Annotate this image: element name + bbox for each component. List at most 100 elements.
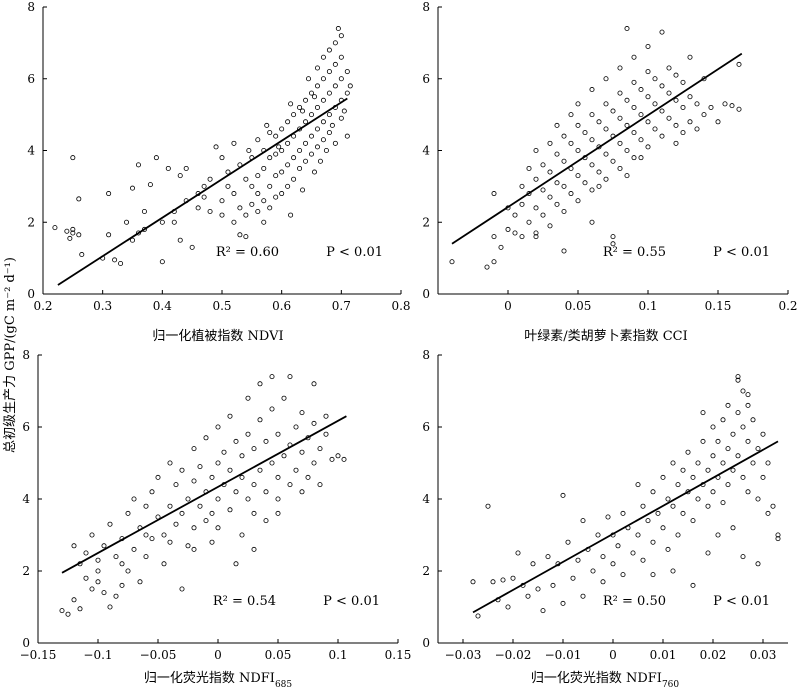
data-point-cci <box>561 158 567 164</box>
data-point-ndvi <box>237 232 243 238</box>
data-point-ndfi685 <box>239 532 245 538</box>
data-point-ndfi685 <box>269 374 275 380</box>
data-point-cci <box>673 72 679 78</box>
data-point-cci <box>659 29 665 35</box>
data-point-ndfi760 <box>560 492 566 498</box>
data-point-ndfi760 <box>745 489 751 495</box>
data-point-ndfi760 <box>540 608 546 614</box>
fit-line-ndfi685 <box>61 415 347 574</box>
y-tick-label-ndfi760: 4 <box>422 492 430 506</box>
data-point-ndfi760 <box>530 561 536 567</box>
data-point-ndvi <box>141 208 147 214</box>
data-point-cci <box>561 208 567 214</box>
data-point-cci <box>603 126 609 132</box>
data-point-ndfi685 <box>191 446 197 452</box>
data-point-ndvi <box>189 244 195 250</box>
data-point-ndvi <box>219 155 225 161</box>
data-point-cci <box>687 54 693 60</box>
data-point-ndfi685 <box>143 503 149 509</box>
x-tick-label-ndfi760: −0.02 <box>495 648 532 662</box>
chart-ndfi685: 归一化荧光指数 NDFI685 −0.15 −0.1 −0.05 0 0.05 0.1 0.… <box>20 348 412 689</box>
y-tick-label-ndfi760: 8 <box>422 348 430 362</box>
x-tick-label-cci: 0.15 <box>705 299 732 313</box>
x-tick-label-ndfi685: 0 <box>214 648 222 662</box>
data-point-ndfi760 <box>720 500 726 506</box>
x-tick-label-ndvi: 0.3 <box>93 299 112 313</box>
data-point-ndfi685 <box>197 464 203 470</box>
data-point-cci <box>519 183 525 189</box>
data-point-ndfi760 <box>680 510 686 516</box>
data-point-ndfi760 <box>735 453 741 459</box>
data-point-ndfi685 <box>209 474 215 480</box>
data-point-cci <box>624 26 630 32</box>
x-axis-label-ndfi760-sub: 760 <box>662 680 679 689</box>
data-point-ndvi <box>249 201 255 207</box>
data-point-ndfi685 <box>305 474 311 480</box>
data-point-ndvi <box>332 83 338 89</box>
data-point-ndvi <box>320 97 326 103</box>
data-point-ndvi <box>225 183 231 189</box>
x-tick-label-cci: 0 <box>504 299 512 313</box>
data-point-ndfi760 <box>740 474 746 480</box>
data-point-ndvi <box>177 173 183 179</box>
data-point-ndvi <box>261 219 267 225</box>
y-tick-label-ndfi685: 0 <box>22 636 30 650</box>
data-point-cci <box>547 169 553 175</box>
data-point-cci <box>631 155 637 161</box>
data-point-ndvi <box>314 65 320 71</box>
data-point-ndvi <box>308 90 314 96</box>
data-point-ndfi685 <box>233 438 239 444</box>
data-point-ndvi <box>279 147 285 153</box>
data-point-ndfi685 <box>65 611 71 617</box>
data-point-cci <box>589 162 595 168</box>
data-point-cci <box>449 259 455 265</box>
data-point-cci <box>687 119 693 125</box>
y-tick-label-ndfi685: 2 <box>22 564 30 578</box>
data-point-ndfi760 <box>750 460 756 466</box>
data-point-ndvi <box>70 155 76 161</box>
data-point-ndfi760 <box>710 489 716 495</box>
data-point-ndfi760 <box>730 467 736 473</box>
data-point-cci <box>575 122 581 128</box>
data-point-ndvi <box>279 191 285 197</box>
data-point-ndvi <box>306 76 312 82</box>
data-point-ndvi <box>326 130 332 136</box>
data-point-ndvi <box>159 219 165 225</box>
x-tick-label-ndfi685: 0.1 <box>328 648 347 662</box>
data-point-ndvi <box>329 122 335 128</box>
data-point-ndfi760 <box>685 489 691 495</box>
x-tick-label-ndfi760: −0.01 <box>545 648 582 662</box>
data-point-cci <box>589 112 595 118</box>
data-point-ndvi <box>317 158 323 164</box>
data-point-ndfi685 <box>227 467 233 473</box>
data-point-ndfi685 <box>215 496 221 502</box>
data-point-ndvi <box>308 112 314 118</box>
p-value-label-ndfi760: P < 0.01 <box>713 594 770 609</box>
data-point-ndvi <box>303 119 309 125</box>
data-point-cci <box>519 201 525 207</box>
data-point-ndfi760 <box>705 503 711 509</box>
data-point-cci <box>659 133 665 139</box>
data-point-ndfi760 <box>755 561 761 567</box>
data-point-cci <box>554 180 560 186</box>
data-point-ndfi685 <box>239 453 245 459</box>
data-point-cci <box>533 147 539 153</box>
data-point-ndfi760 <box>605 514 611 520</box>
x-tick-label-ndvi: 0.5 <box>212 299 231 313</box>
data-point-ndvi <box>344 133 350 139</box>
data-point-ndfi685 <box>113 593 119 599</box>
data-point-cci <box>603 151 609 157</box>
data-point-ndfi685 <box>257 467 263 473</box>
data-point-ndfi760 <box>700 410 706 416</box>
data-point-cci <box>561 248 567 254</box>
data-point-cci <box>568 112 574 118</box>
data-point-cci <box>533 234 539 240</box>
data-point-ndfi760 <box>610 561 616 567</box>
data-point-ndfi760 <box>705 467 711 473</box>
data-point-ndfi760 <box>470 579 476 585</box>
data-point-ndvi <box>207 208 213 214</box>
r-squared-label-ndfi760: R² = 0.50 <box>603 594 666 609</box>
data-point-ndfi760 <box>620 510 626 516</box>
data-point-ndfi685 <box>149 536 155 542</box>
data-point-ndfi760 <box>740 388 746 394</box>
